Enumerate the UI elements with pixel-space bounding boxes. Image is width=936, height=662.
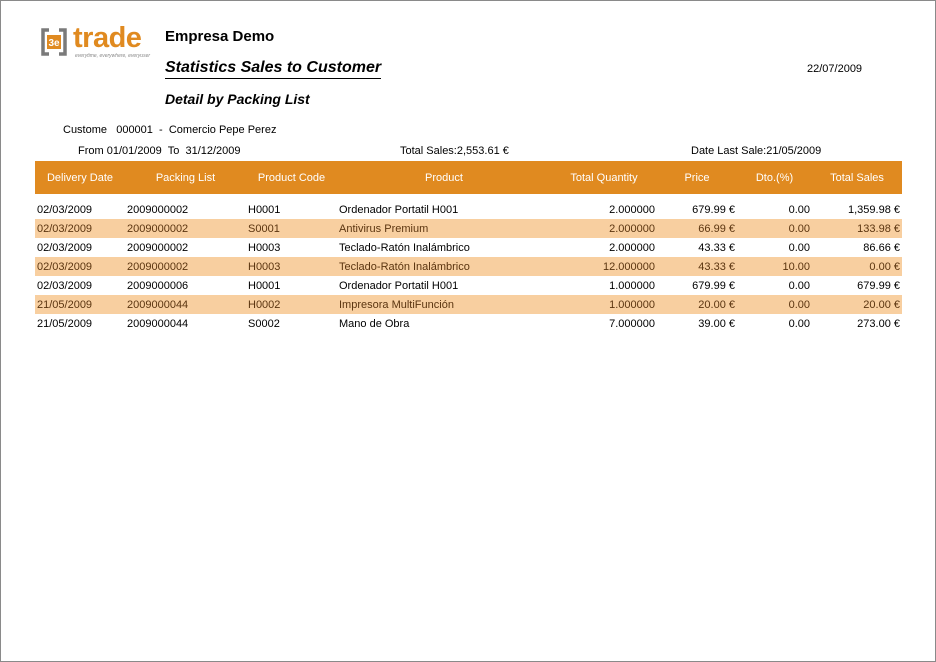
cell-price: 679.99 € bbox=[692, 279, 735, 292]
logo-mark-icon: 3e bbox=[41, 28, 67, 56]
cell-price: 39.00 € bbox=[698, 317, 735, 330]
column-header-packing-list: Packing List bbox=[125, 161, 246, 194]
cell-total-sales: 273.00 € bbox=[857, 317, 900, 330]
customer-code: 000001 bbox=[116, 124, 153, 136]
date-range: From 01/01/2009 To 31/12/2009 bbox=[78, 145, 241, 157]
cell-dto: 0.00 bbox=[788, 279, 810, 292]
cell-dto: 0.00 bbox=[788, 203, 810, 216]
cell-product-code: H0003 bbox=[248, 241, 281, 254]
cell-total-quantity: 7.000000 bbox=[609, 317, 655, 330]
column-header-price: Price bbox=[657, 161, 737, 194]
cell-total-sales: 1,359.98 € bbox=[848, 203, 900, 216]
cell-price: 43.33 € bbox=[698, 241, 735, 254]
from-date: 01/01/2009 bbox=[106, 145, 162, 157]
cell-delivery-date: 21/05/2009 bbox=[35, 295, 125, 314]
cell-packing-list: 2009000044 bbox=[125, 295, 246, 314]
cell-product-code: H0003 bbox=[246, 257, 337, 276]
table-row: 02/03/2009 2009000002 S0001 Antivirus Pr… bbox=[35, 219, 902, 238]
cell-product-code: H0001 bbox=[248, 203, 281, 216]
cell-dto: 0.00 bbox=[788, 241, 810, 254]
cell-packing-list: 2009000002 bbox=[125, 219, 246, 238]
cell-dto: 0.00 bbox=[788, 317, 810, 330]
table-header-row: Delivery Date Packing List Product Code … bbox=[35, 161, 902, 194]
cell-total-quantity: 2.000000 bbox=[551, 219, 657, 238]
column-header-total-quantity: Total Quantity bbox=[551, 161, 657, 194]
cell-product: Impresora MultiFunción bbox=[337, 295, 551, 314]
to-label: To bbox=[167, 145, 180, 157]
cell-total-quantity: 12.000000 bbox=[551, 257, 657, 276]
cell-product: Teclado-Ratón Inalámbrico bbox=[339, 241, 470, 254]
total-sales: Total Sales:2,553.61 € bbox=[400, 145, 509, 157]
report-subtitle: Detail by Packing List bbox=[165, 91, 310, 107]
cell-total-sales: 679.99 € bbox=[857, 279, 900, 292]
cell-packing-list: 2009000044 bbox=[127, 317, 189, 330]
cell-dto: 0.00 bbox=[737, 295, 812, 314]
cell-price: 66.99 € bbox=[657, 219, 737, 238]
cell-total-quantity: 1.000000 bbox=[551, 295, 657, 314]
cell-price: 679.99 € bbox=[692, 203, 735, 216]
cell-product: Antivirus Premium bbox=[337, 219, 551, 238]
cell-product-code: H0001 bbox=[248, 279, 281, 292]
table-row: 21/05/2009 2009000044 S0002 Mano de Obra… bbox=[35, 314, 902, 333]
column-header-product: Product bbox=[337, 161, 551, 194]
logo-tagline: everytime, everywhere, everyuser bbox=[75, 53, 151, 59]
column-header-delivery-date: Delivery Date bbox=[35, 161, 125, 194]
cell-price: 43.33 € bbox=[657, 257, 737, 276]
column-header-dto: Dto.(%) bbox=[737, 161, 812, 194]
svg-text:3e: 3e bbox=[48, 38, 60, 49]
cell-delivery-date: 21/05/2009 bbox=[37, 317, 93, 330]
company-name: Empresa Demo bbox=[165, 28, 275, 45]
column-header-product-code: Product Code bbox=[246, 161, 337, 194]
cell-total-sales: 20.00 € bbox=[812, 295, 902, 314]
report-date: 22/07/2009 bbox=[807, 63, 863, 75]
cell-product: Teclado-Ratón Inalámbrico bbox=[337, 257, 551, 276]
customer-separator: - bbox=[159, 124, 163, 136]
cell-product: Ordenador Portatil H001 bbox=[339, 279, 459, 292]
cell-delivery-date: 02/03/2009 bbox=[37, 203, 93, 216]
cell-total-sales: 86.66 € bbox=[863, 241, 900, 254]
cell-product: Mano de Obra bbox=[339, 317, 410, 330]
cell-packing-list: 2009000002 bbox=[125, 257, 246, 276]
sales-table: Delivery Date Packing List Product Code … bbox=[35, 161, 902, 333]
customer-line: Custome 000001 - Comercio Pepe Perez bbox=[63, 124, 276, 136]
cell-packing-list: 2009000002 bbox=[127, 203, 189, 216]
from-label: From bbox=[78, 145, 104, 157]
cell-delivery-date: 02/03/2009 bbox=[37, 279, 93, 292]
cell-delivery-date: 02/03/2009 bbox=[35, 257, 125, 276]
table-row: 02/03/2009 2009000006 H0001 Ordenador Po… bbox=[35, 276, 902, 295]
logo-wordmark: trade bbox=[73, 22, 142, 54]
cell-product: Ordenador Portatil H001 bbox=[339, 203, 459, 216]
customer-name: Comercio Pepe Perez bbox=[168, 124, 277, 136]
column-header-total-sales: Total Sales bbox=[812, 161, 902, 194]
date-last-sale: Date Last Sale:21/05/2009 bbox=[691, 145, 822, 157]
cell-total-sales: 0.00 € bbox=[812, 257, 902, 276]
cell-product-code: S0001 bbox=[246, 219, 337, 238]
table-row: 02/03/2009 2009000002 H0001 Ordenador Po… bbox=[35, 200, 902, 219]
cell-dto: 10.00 bbox=[737, 257, 812, 276]
cell-dto: 0.00 bbox=[737, 219, 812, 238]
table-row: 21/05/2009 2009000044 H0002 Impresora Mu… bbox=[35, 295, 902, 314]
cell-packing-list: 2009000002 bbox=[127, 241, 189, 254]
table-row: 02/03/2009 2009000002 H0003 Teclado-Rató… bbox=[35, 257, 902, 276]
cell-price: 20.00 € bbox=[657, 295, 737, 314]
customer-label: Custome bbox=[63, 124, 108, 136]
company-logo: 3e trade everytime, everywhere, everyuse… bbox=[39, 22, 151, 67]
cell-total-sales: 133.98 € bbox=[812, 219, 902, 238]
to-date: 31/12/2009 bbox=[185, 145, 241, 157]
cell-product-code: S0002 bbox=[248, 317, 280, 330]
report-title: Statistics Sales to Customer bbox=[165, 59, 382, 79]
cell-packing-list: 2009000006 bbox=[127, 279, 189, 292]
cell-delivery-date: 02/03/2009 bbox=[35, 219, 125, 238]
cell-product-code: H0002 bbox=[246, 295, 337, 314]
cell-delivery-date: 02/03/2009 bbox=[37, 241, 93, 254]
cell-total-quantity: 1.000000 bbox=[609, 279, 655, 292]
cell-total-quantity: 2.000000 bbox=[609, 241, 655, 254]
table-row: 02/03/2009 2009000002 H0003 Teclado-Rató… bbox=[35, 238, 902, 257]
cell-total-quantity: 2.000000 bbox=[609, 203, 655, 216]
